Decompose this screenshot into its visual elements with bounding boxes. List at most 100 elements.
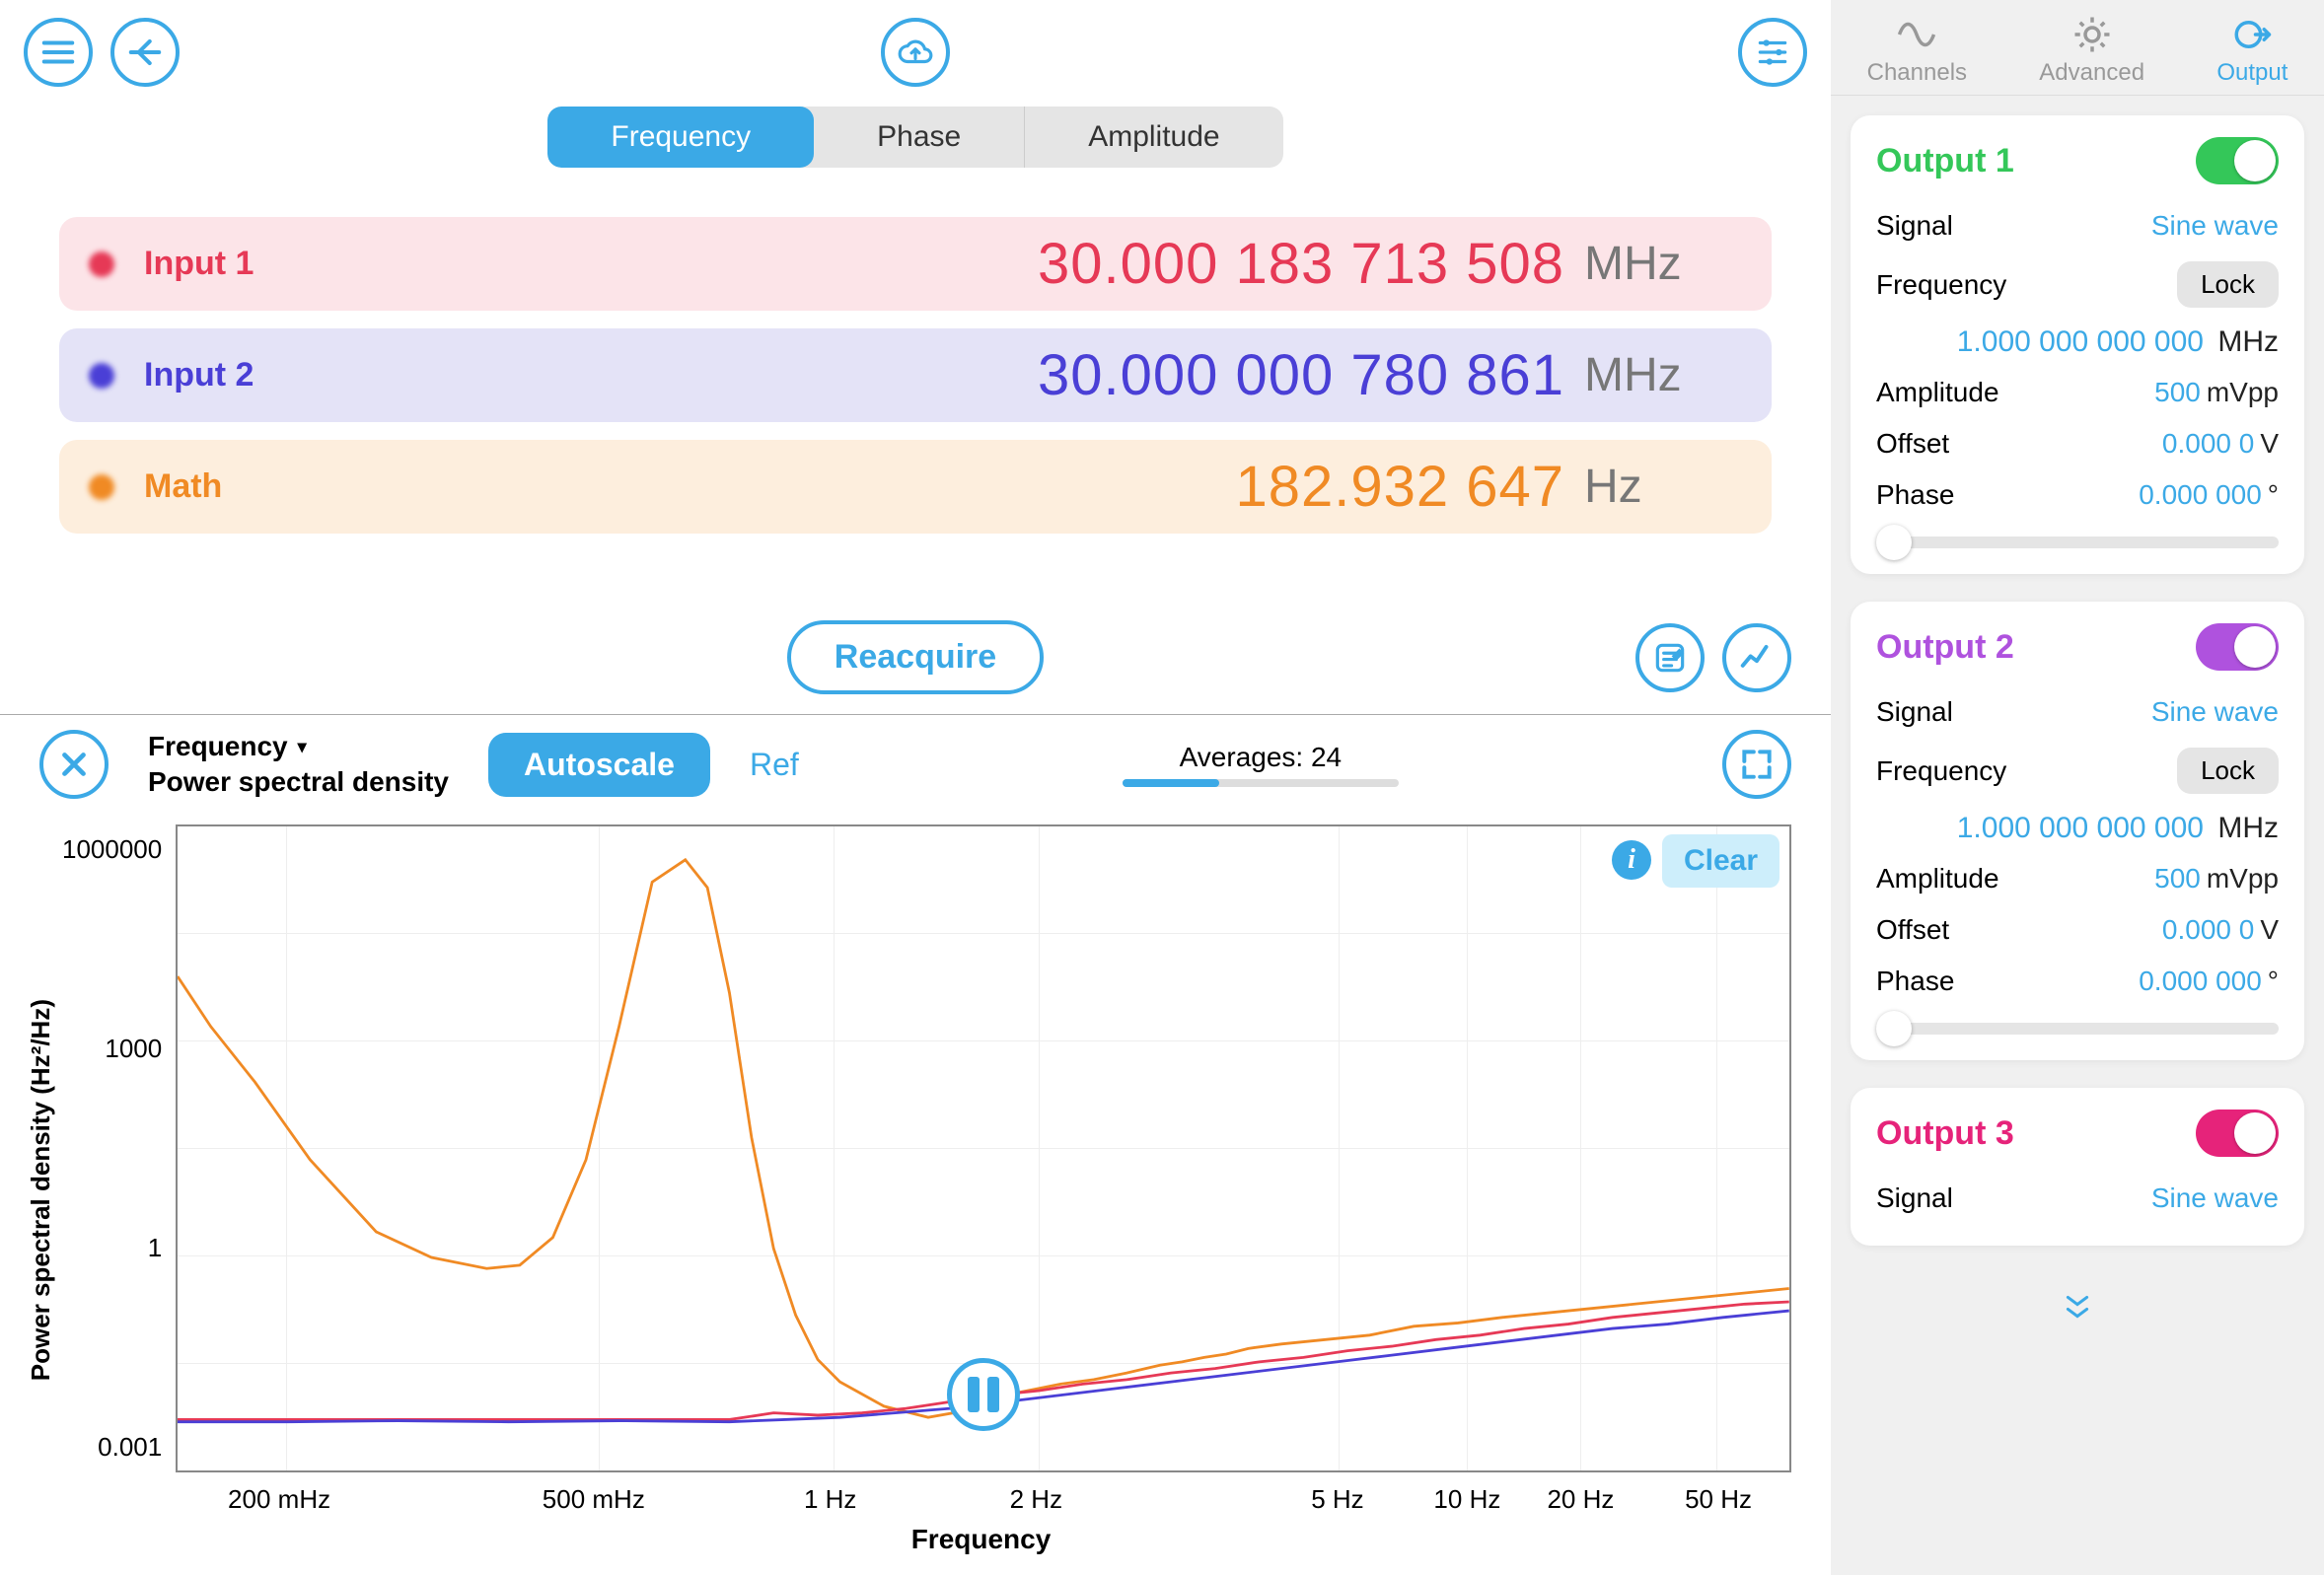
tab-frequency[interactable]: Frequency: [547, 107, 814, 168]
output3-toggle[interactable]: [2196, 1110, 2279, 1157]
output1-amp-unit: mVpp: [2207, 377, 2279, 407]
mode-tabs: Frequency Phase Amplitude: [547, 107, 1282, 168]
output2-lock-button[interactable]: Lock: [2177, 748, 2279, 794]
output1-toggle[interactable]: [2196, 137, 2279, 184]
output1-lock-button[interactable]: Lock: [2177, 261, 2279, 308]
close-chart-button[interactable]: [39, 730, 109, 799]
averages-progress: [1123, 779, 1399, 787]
expand-sidebar-button[interactable]: [1831, 1293, 2324, 1336]
input2-unit: MHz: [1564, 348, 1742, 402]
output2-phase-label: Phase: [1876, 966, 1954, 997]
axis-y1-label: Frequency: [148, 729, 288, 764]
input1-unit: MHz: [1564, 237, 1742, 291]
sidetab-channels-label: Channels: [1867, 59, 1967, 87]
output2-freq-value[interactable]: 1.000 000 000 000: [1957, 812, 2204, 844]
input2-value: 30.000 000 780 861: [385, 342, 1564, 408]
output2-amp-label: Amplitude: [1876, 863, 1999, 895]
output2-phase-unit: °: [2268, 966, 2279, 996]
axis-y2-label: Power spectral density: [148, 764, 449, 800]
sidetab-advanced[interactable]: Advanced: [2039, 14, 2144, 87]
output1-signal-label: Signal: [1876, 210, 1953, 242]
expand-icon: [1738, 746, 1776, 783]
output-card-2: Output 2 SignalSine wave FrequencyLock 1…: [1851, 602, 2304, 1060]
tab-phase[interactable]: Phase: [814, 107, 1025, 168]
output2-offset-unit: V: [2260, 914, 2279, 945]
x-ticks: 200 mHz 500 mHz 1 Hz 2 Hz 5 Hz 10 Hz 20 …: [171, 1472, 1791, 1518]
output1-phase-value[interactable]: 0.000 000: [2139, 479, 2262, 510]
reading-math: Math 182.932 647 Hz: [59, 440, 1772, 534]
expand-chart-button[interactable]: [1722, 730, 1791, 799]
ref-button[interactable]: Ref: [750, 747, 799, 783]
math-value: 182.932 647: [385, 454, 1564, 520]
output2-signal-value[interactable]: Sine wave: [2151, 696, 2279, 728]
x-axis-title: Frequency: [171, 1518, 1791, 1555]
back-button[interactable]: [110, 18, 180, 87]
sidetab-channels[interactable]: Channels: [1867, 14, 1967, 87]
output1-freq-label: Frequency: [1876, 269, 2006, 301]
output1-offset-value[interactable]: 0.000 0: [2162, 428, 2254, 459]
series-math: [178, 860, 1789, 1417]
y-axis-title: Power spectral density (Hz²/Hz): [20, 824, 62, 1555]
pause-icon: [968, 1377, 999, 1412]
reading-input2: Input 2 30.000 000 780 861 MHz: [59, 328, 1772, 422]
output1-phase-label: Phase: [1876, 479, 1954, 511]
gear-icon: [2071, 14, 2113, 55]
chart-info-button[interactable]: i: [1612, 840, 1651, 880]
output3-signal-value[interactable]: Sine wave: [2151, 1182, 2279, 1214]
averages-indicator: Averages: 24: [838, 742, 1683, 787]
cloud-upload-icon: [897, 34, 934, 71]
output1-freq-value[interactable]: 1.000 000 000 000: [1957, 325, 2204, 358]
output2-freq-unit: MHz: [2217, 812, 2279, 844]
input2-label: Input 2: [144, 356, 254, 394]
output1-title: Output 1: [1876, 142, 2014, 180]
cloud-upload-button[interactable]: [881, 18, 950, 87]
y-ticks: 1000000 1000 1 0.001: [62, 824, 176, 1472]
output2-amp-value[interactable]: 500: [2154, 863, 2201, 894]
output1-phase-unit: °: [2268, 479, 2279, 510]
output2-toggle[interactable]: [2196, 623, 2279, 671]
chart-clear-button[interactable]: Clear: [1662, 834, 1779, 888]
output1-offset-unit: V: [2260, 428, 2279, 459]
output1-amp-label: Amplitude: [1876, 377, 1999, 408]
output2-amp-unit: mVpp: [2207, 863, 2279, 894]
output1-phase-slider[interactable]: [1876, 537, 2279, 548]
output2-phase-value[interactable]: 0.000 000: [2139, 966, 2262, 996]
edit-notes-button[interactable]: [1635, 623, 1705, 692]
autoscale-button[interactable]: Autoscale: [488, 733, 710, 797]
close-icon: [55, 746, 93, 783]
reading-input1: Input 1 30.000 183 713 508 MHz: [59, 217, 1772, 311]
tab-amplitude[interactable]: Amplitude: [1025, 107, 1282, 168]
input1-dot-icon: [89, 251, 114, 277]
output3-signal-label: Signal: [1876, 1182, 1953, 1214]
chart-plot[interactable]: i Clear: [176, 824, 1791, 1472]
math-unit: Hz: [1564, 460, 1742, 514]
reacquire-button[interactable]: Reacquire: [787, 620, 1044, 694]
output-card-3: Output 3 Signal Sine wave: [1851, 1088, 2304, 1246]
sliders-icon: [1754, 34, 1791, 71]
output3-title: Output 3: [1876, 1114, 2014, 1153]
output1-signal-value[interactable]: Sine wave: [2151, 210, 2279, 242]
sidetab-output[interactable]: Output: [2216, 14, 2288, 87]
output2-offset-value[interactable]: 0.000 0: [2162, 914, 2254, 945]
input1-label: Input 1: [144, 245, 254, 283]
averages-label: Averages: 24: [1180, 742, 1343, 773]
settings-sliders-button[interactable]: [1738, 18, 1807, 87]
edit-icon: [1651, 639, 1689, 677]
math-dot-icon: [89, 474, 114, 500]
chart-pause-button[interactable]: [947, 1358, 1020, 1431]
input1-value: 30.000 183 713 508: [385, 231, 1564, 297]
output1-amp-value[interactable]: 500: [2154, 377, 2201, 407]
output2-title: Output 2: [1876, 628, 2014, 667]
output-card-1: Output 1 Signal Sine wave Frequency Lock 1…: [1851, 115, 2304, 574]
chevron-double-down-icon: [2063, 1295, 2092, 1319]
sine-icon: [1896, 14, 1937, 55]
math-label: Math: [144, 467, 222, 506]
chart-toggle-button[interactable]: [1722, 623, 1791, 692]
menu-icon: [39, 34, 77, 71]
output1-freq-unit: MHz: [2217, 325, 2279, 358]
output2-phase-slider[interactable]: [1876, 1023, 2279, 1035]
axis-selector[interactable]: Frequency▾ Power spectral density: [148, 729, 449, 801]
input2-dot-icon: [89, 363, 114, 389]
sidetab-advanced-label: Advanced: [2039, 59, 2144, 87]
menu-button[interactable]: [24, 18, 93, 87]
